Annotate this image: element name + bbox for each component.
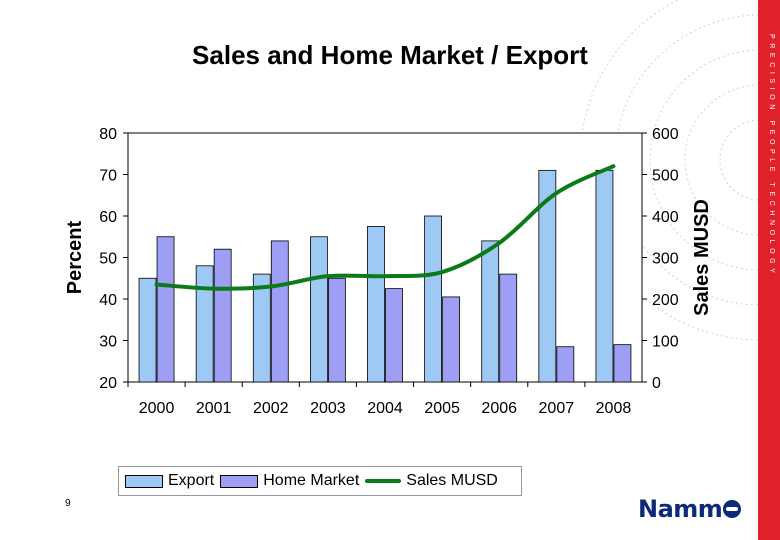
y2-axis-title: Sales MUSD (691, 199, 713, 316)
y-tick-label: 30 (99, 334, 117, 351)
bar-home-market-2003 (327, 277, 346, 383)
page-number: 9 (65, 498, 71, 509)
bar-home-market-2002 (270, 240, 289, 383)
slide-title: Sales and Home Market / Export (192, 40, 588, 70)
x-tick-label: 2002 (253, 400, 289, 417)
x-tick-label: 2001 (196, 400, 232, 417)
bar-home-market-2001 (213, 248, 232, 383)
legend-swatch-sales (365, 479, 402, 483)
legend-swatch-home-market (220, 474, 259, 488)
bar-home-market-2008 (613, 344, 632, 383)
bar-export-2005 (424, 215, 443, 383)
bar-home-market-2005 (442, 296, 461, 383)
bar-export-2001 (195, 265, 214, 383)
bar-export-2007 (538, 169, 557, 383)
y2-tick-label: 300 (652, 251, 679, 268)
plot-area (127, 132, 643, 383)
legend-label-sales: Sales MUSD (406, 472, 498, 489)
brand-tagline: PRECISION PEOPLE TECHNOLOGY (768, 34, 775, 278)
bar-export-2008 (595, 169, 614, 383)
bar-home-market-2004 (385, 288, 403, 383)
y-tick-label: 20 (99, 375, 117, 392)
y-tick-label: 40 (99, 292, 117, 309)
legend-label-export: Export (168, 472, 215, 489)
legend-item-export: Export (125, 472, 214, 490)
y2-tick-label: 500 (652, 168, 679, 185)
x-tick-label: 2006 (481, 400, 517, 417)
legend-label-home-market: Home Market (263, 472, 360, 489)
y-axis-title: Percent (64, 220, 86, 294)
legend-swatch-export (125, 474, 163, 488)
bar-export-2004 (367, 225, 385, 383)
bar-home-market-2007 (556, 346, 575, 383)
y2-tick-label: 600 (652, 126, 679, 143)
bar-export-2002 (252, 273, 271, 383)
y-tick-label: 70 (99, 168, 117, 185)
x-tick-label: 2000 (139, 400, 175, 417)
y-tick-label: 50 (99, 251, 117, 268)
y2-tick-label: 0 (652, 375, 661, 392)
legend-item-sales: Sales MUSD (365, 472, 498, 490)
brand-red-band (758, 0, 780, 540)
x-tick-label: 2004 (367, 400, 403, 417)
y2-tick-label: 100 (652, 334, 679, 351)
y2-tick-label: 200 (652, 292, 679, 309)
logo-wordmark: Namm (638, 495, 723, 523)
x-tick-label: 2008 (596, 400, 632, 417)
legend-item-home-market: Home Market (220, 472, 359, 490)
nammo-logo: Namm (638, 496, 746, 522)
bar-export-2003 (309, 236, 328, 383)
x-tick-label: 2003 (310, 400, 346, 417)
chart-legend: Export Home Market Sales MUSD (118, 466, 522, 496)
x-tick-label: 2005 (424, 400, 460, 417)
logo-o-mark-icon (723, 500, 742, 518)
bar-home-market-2000 (156, 236, 175, 383)
bar-home-market-2006 (499, 273, 518, 383)
x-tick-label: 2007 (539, 400, 575, 417)
bar-export-2006 (481, 240, 500, 383)
bar-export-2000 (138, 277, 157, 383)
y-tick-label: 80 (99, 126, 117, 143)
y2-tick-label: 400 (652, 209, 679, 226)
y-tick-label: 60 (99, 209, 117, 226)
